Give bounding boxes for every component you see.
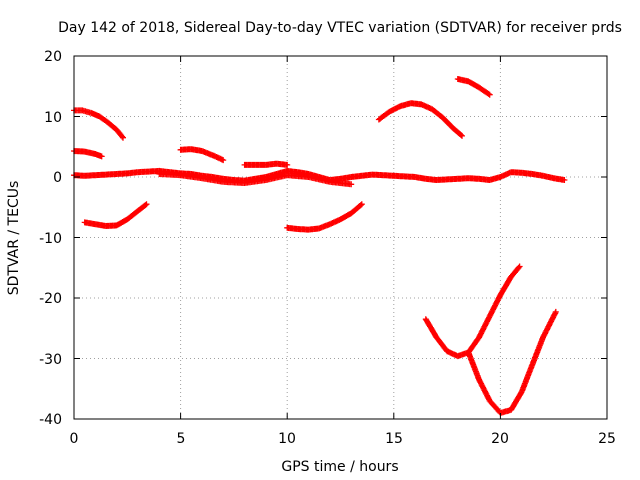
x-tick-label: 15: [385, 431, 403, 447]
series-arc-5: [241, 160, 291, 168]
x-tick-label: 20: [491, 431, 509, 447]
series-arc-3: [81, 201, 150, 229]
series-arc-6: [284, 201, 365, 233]
series-arc-10: [465, 308, 559, 416]
x-tick-label: 5: [177, 431, 186, 447]
series-markers: [454, 76, 493, 98]
y-tick-label: -10: [39, 231, 62, 247]
series-markers: [284, 201, 365, 233]
series-markers: [81, 201, 150, 229]
y-tick-label: 10: [44, 110, 62, 126]
x-tick-label: 0: [70, 431, 79, 447]
y-tick-label: -20: [39, 291, 62, 307]
series-markers: [156, 171, 355, 188]
series-markers: [422, 263, 523, 360]
series-arc-9: [422, 263, 523, 360]
y-tick-label: -30: [39, 352, 62, 368]
x-tick-label: 10: [278, 431, 296, 447]
chart-title: Day 142 of 2018, Sidereal Day-to-day VTE…: [58, 20, 622, 36]
series-markers: [465, 308, 559, 416]
series-arc-8: [454, 76, 493, 98]
y-tick-label: 0: [53, 170, 62, 186]
series-sub-band: [156, 171, 355, 188]
series-markers: [375, 100, 465, 139]
axis-ticks: [73, 55, 608, 420]
series-markers: [241, 160, 291, 168]
x-axis-label: GPS time / hours: [281, 459, 398, 475]
series-arc-7: [375, 100, 465, 139]
x-tick-label: 25: [598, 431, 616, 447]
series-arc-4: [177, 146, 227, 164]
y-tick-label: -40: [39, 412, 62, 428]
data-series: [71, 76, 568, 416]
y-axis-label: SDTVAR / TECUs: [6, 181, 22, 296]
series-markers: [177, 146, 227, 164]
y-tick-label: 20: [44, 49, 62, 65]
grid-lines: [74, 56, 607, 419]
